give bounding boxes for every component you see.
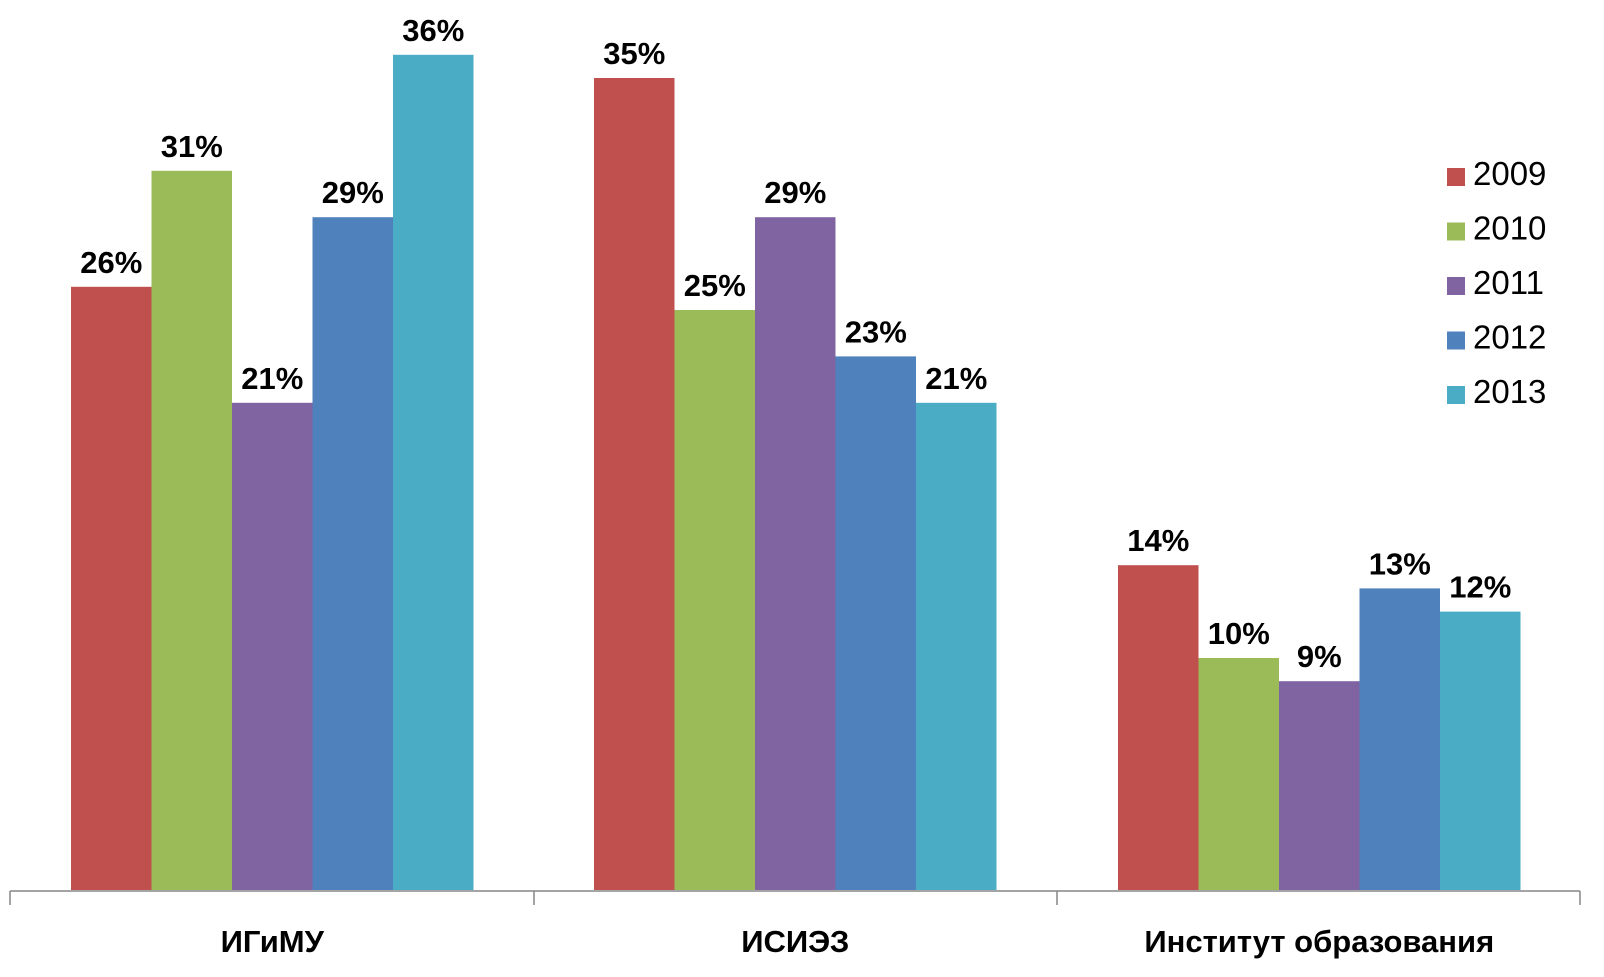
bar-2011-3 bbox=[1279, 681, 1360, 890]
bar-2013-3 bbox=[1440, 611, 1521, 890]
data-label: 9% bbox=[1297, 639, 1342, 674]
data-label: 23% bbox=[845, 314, 907, 349]
bar-2009-2 bbox=[594, 78, 675, 890]
category-label: ИГиМУ bbox=[221, 924, 325, 959]
data-label: 36% bbox=[402, 13, 464, 48]
bar-2010-3 bbox=[1198, 658, 1279, 890]
bar-2011-2 bbox=[755, 217, 836, 890]
category-label: Институт образования bbox=[1144, 924, 1494, 959]
legend-label: 2009 bbox=[1473, 155, 1546, 192]
bar-2012-3 bbox=[1359, 588, 1440, 890]
legend-label: 2011 bbox=[1473, 264, 1544, 301]
legend-label: 2013 bbox=[1473, 373, 1546, 410]
data-label: 25% bbox=[684, 268, 746, 303]
data-label: 29% bbox=[322, 175, 384, 210]
legend: 2009 2010 2011 2012 2013 bbox=[1447, 155, 1546, 410]
data-label: 35% bbox=[603, 36, 665, 71]
bar-2009-3 bbox=[1118, 565, 1199, 890]
legend-swatch-2009 bbox=[1447, 168, 1465, 186]
bar-2011-1 bbox=[232, 402, 313, 890]
category-labels-group: ИГиМУ ИСИЭЗ Институт образования bbox=[221, 924, 1495, 959]
data-label: 26% bbox=[80, 245, 142, 280]
legend-swatch-2012 bbox=[1447, 331, 1465, 350]
data-label: 29% bbox=[764, 175, 826, 210]
data-label: 21% bbox=[241, 361, 303, 396]
legend-label: 2010 bbox=[1473, 210, 1546, 247]
bar-2013-2 bbox=[916, 402, 997, 890]
bar-2009-1 bbox=[71, 286, 152, 890]
legend-swatch-2010 bbox=[1447, 222, 1465, 241]
data-label: 14% bbox=[1127, 523, 1189, 558]
legend-swatch-2013 bbox=[1447, 386, 1465, 404]
data-label: 31% bbox=[161, 129, 223, 164]
data-labels-group: 26% 31% 21% 29% 36% 35% 25% 29% 23% 21% 14% 10% 9% 13… bbox=[80, 13, 1511, 674]
data-label: 13% bbox=[1369, 546, 1431, 581]
legend-label: 2012 bbox=[1473, 319, 1546, 356]
bar-2013-1 bbox=[393, 54, 474, 891]
bar-2010-2 bbox=[674, 310, 755, 890]
bar-2012-2 bbox=[835, 356, 916, 890]
legend-swatch-2011 bbox=[1447, 277, 1465, 295]
category-label: ИСИЭЗ bbox=[741, 924, 849, 959]
data-label: 21% bbox=[925, 361, 987, 396]
data-label: 10% bbox=[1208, 616, 1270, 651]
bar-2010-1 bbox=[151, 170, 232, 891]
data-label: 12% bbox=[1449, 570, 1511, 605]
bar-2012-1 bbox=[312, 217, 393, 890]
bars-group bbox=[71, 54, 1521, 891]
x-axis bbox=[9, 890, 1581, 905]
